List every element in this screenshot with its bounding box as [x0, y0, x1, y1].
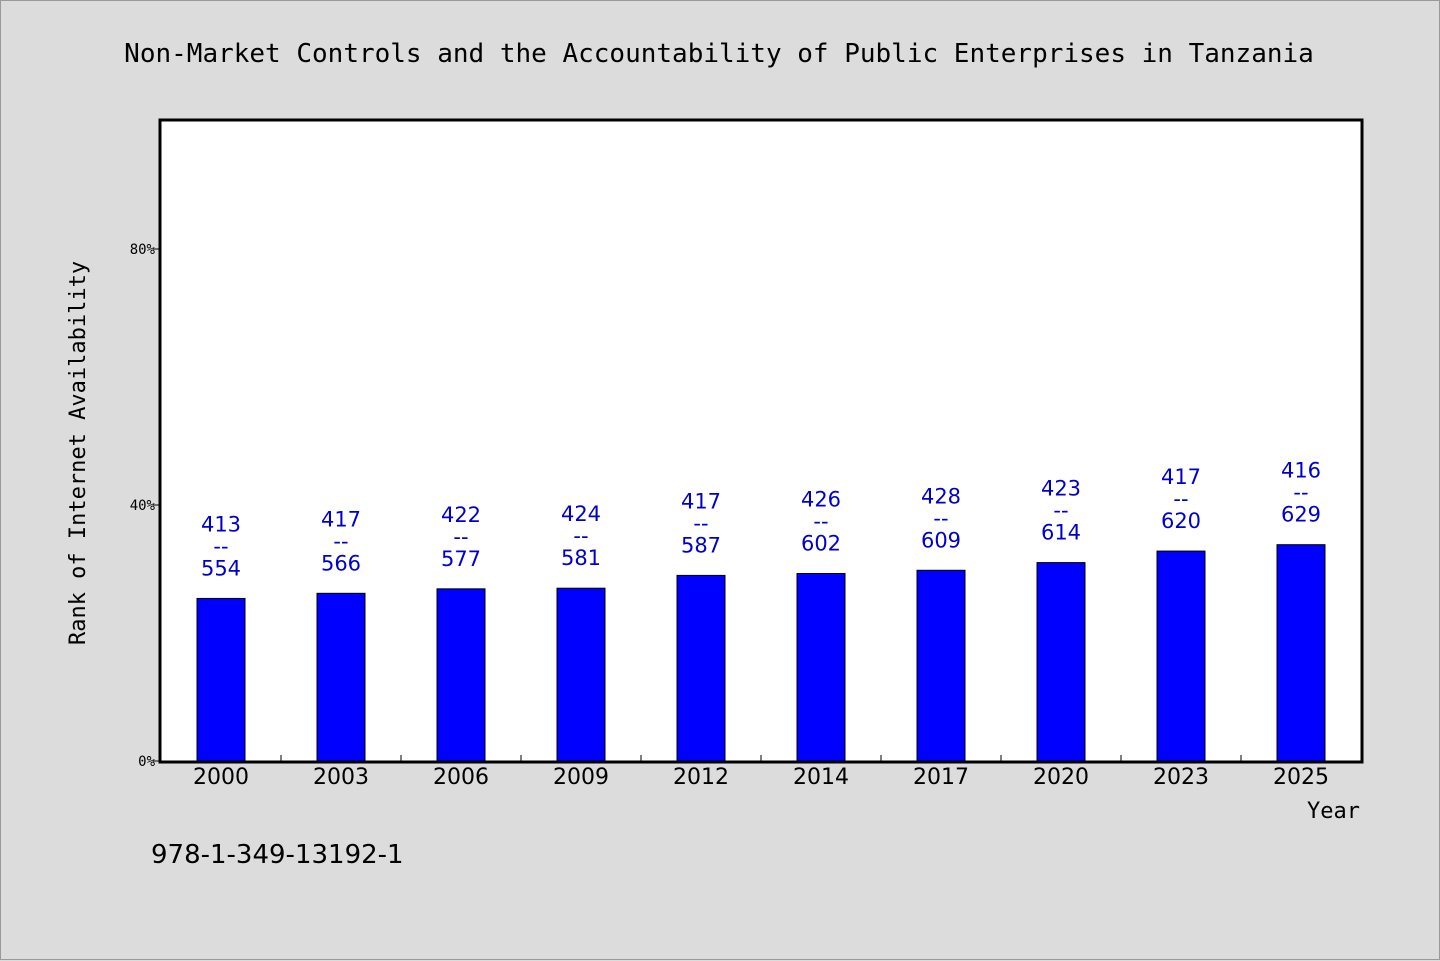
bar — [1276, 544, 1326, 762]
x-tick-label: 2017 — [913, 765, 969, 790]
bar — [1036, 562, 1086, 762]
bar — [676, 574, 726, 762]
bar — [1156, 550, 1206, 762]
x-axis: 2000 2003 2006 2009 2012 2014 2017 2020 2023 2025 — [193, 755, 1329, 790]
x-tick-label: 2023 — [1153, 765, 1209, 790]
bar-label-bottom: 629 — [1281, 503, 1321, 527]
bar-label-top: 416 — [1281, 459, 1321, 483]
x-tick-label: 2003 — [313, 765, 369, 790]
bar-label-top: 423 — [1041, 477, 1081, 501]
bar-label-top: 424 — [561, 502, 601, 526]
bar — [556, 587, 606, 762]
bar-label-separator: -- — [453, 525, 468, 549]
bar-label-separator: -- — [813, 509, 828, 533]
bar-label-top: 422 — [441, 503, 481, 527]
bar-label-separator: -- — [933, 506, 948, 530]
bar-label-top: 417 — [1161, 465, 1201, 489]
x-tick-label: 2009 — [553, 765, 609, 790]
y-tick-label: 80% — [130, 242, 156, 258]
bar-label-top: 413 — [201, 512, 241, 536]
bar-label-bottom: 614 — [1041, 521, 1081, 545]
bar-label-top: 417 — [321, 507, 361, 531]
bar-label-bottom: 620 — [1161, 509, 1201, 533]
x-tick-label: 2020 — [1033, 765, 1089, 790]
x-axis-label: Year — [1307, 799, 1360, 824]
y-tick-label: 0% — [138, 754, 155, 770]
bar-label-top: 428 — [921, 484, 961, 508]
bar-label-separator: -- — [1173, 487, 1188, 511]
x-tick-label: 2006 — [433, 765, 489, 790]
bar-label-bottom: 577 — [441, 547, 481, 571]
x-tick-label: 2025 — [1273, 765, 1329, 790]
bar-label-separator: -- — [693, 511, 708, 535]
bar-label-separator: -- — [333, 529, 348, 553]
bar-labels: 413--554417--566422--577424--581417--587… — [201, 459, 1321, 581]
bar-label-bottom: 581 — [561, 546, 601, 570]
bar-label-bottom: 587 — [681, 533, 721, 557]
isbn-text: 978-1-349-13192-1 — [151, 840, 404, 870]
y-tick-label: 40% — [130, 498, 156, 514]
bar-series — [196, 544, 1326, 762]
bar-label-separator: -- — [1293, 481, 1308, 505]
bar-label-bottom: 609 — [921, 528, 961, 552]
bar — [796, 572, 846, 762]
y-axis: 0% 40% 80% — [130, 242, 161, 770]
bar-label-top: 417 — [681, 489, 721, 513]
bar-label-separator: -- — [1053, 499, 1068, 523]
chart-title: Non-Market Controls and the Accountabili… — [124, 39, 1314, 69]
x-tick-label: 2014 — [793, 765, 849, 790]
bar — [316, 592, 366, 762]
bar — [436, 588, 486, 762]
y-axis-label: Rank of Internet Availability — [66, 261, 91, 645]
x-tick-label: 2000 — [193, 765, 249, 790]
bar — [196, 597, 246, 762]
bar-label-bottom: 554 — [201, 556, 241, 580]
bar-label-top: 426 — [801, 487, 841, 511]
plot-border — [158, 118, 1364, 764]
x-tick-label: 2012 — [673, 765, 729, 790]
bar-label-bottom: 602 — [801, 531, 841, 555]
bar-label-bottom: 566 — [321, 551, 361, 575]
bar-label-separator: -- — [213, 534, 228, 558]
bar-label-separator: -- — [573, 524, 588, 548]
bar — [916, 569, 966, 762]
